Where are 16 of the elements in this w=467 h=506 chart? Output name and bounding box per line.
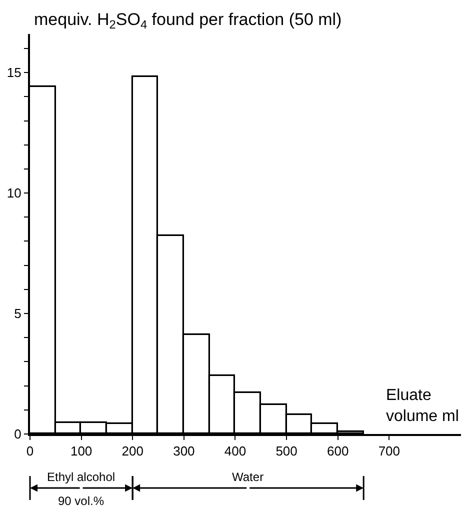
x-tick-label: 300 xyxy=(173,444,195,459)
x-tick-label: 100 xyxy=(70,444,92,459)
x-tick-label: 600 xyxy=(327,444,349,459)
y-tick-label: 10 xyxy=(6,186,22,201)
x-tick-label: 0 xyxy=(26,444,34,459)
x-tick-label: 500 xyxy=(276,444,298,459)
text: Ethyl alcohol 90 vol.% xyxy=(47,470,116,506)
x-tick-label: 200 xyxy=(122,444,144,459)
y-axis-title: mequiv. H$_{2}$SO$_{4}$ found per fraction (50 ml) xyxy=(34,10,342,32)
x-tick-label: 400 xyxy=(224,444,246,459)
y-tick-label: 5 xyxy=(14,306,22,322)
x-tick-label: 700 xyxy=(378,444,400,459)
y-tick-label: 15 xyxy=(6,65,22,80)
text: Water xyxy=(232,470,264,484)
y-tick-label: 0 xyxy=(14,426,22,442)
x-axis-title: Eluate volume ml xyxy=(386,387,459,425)
